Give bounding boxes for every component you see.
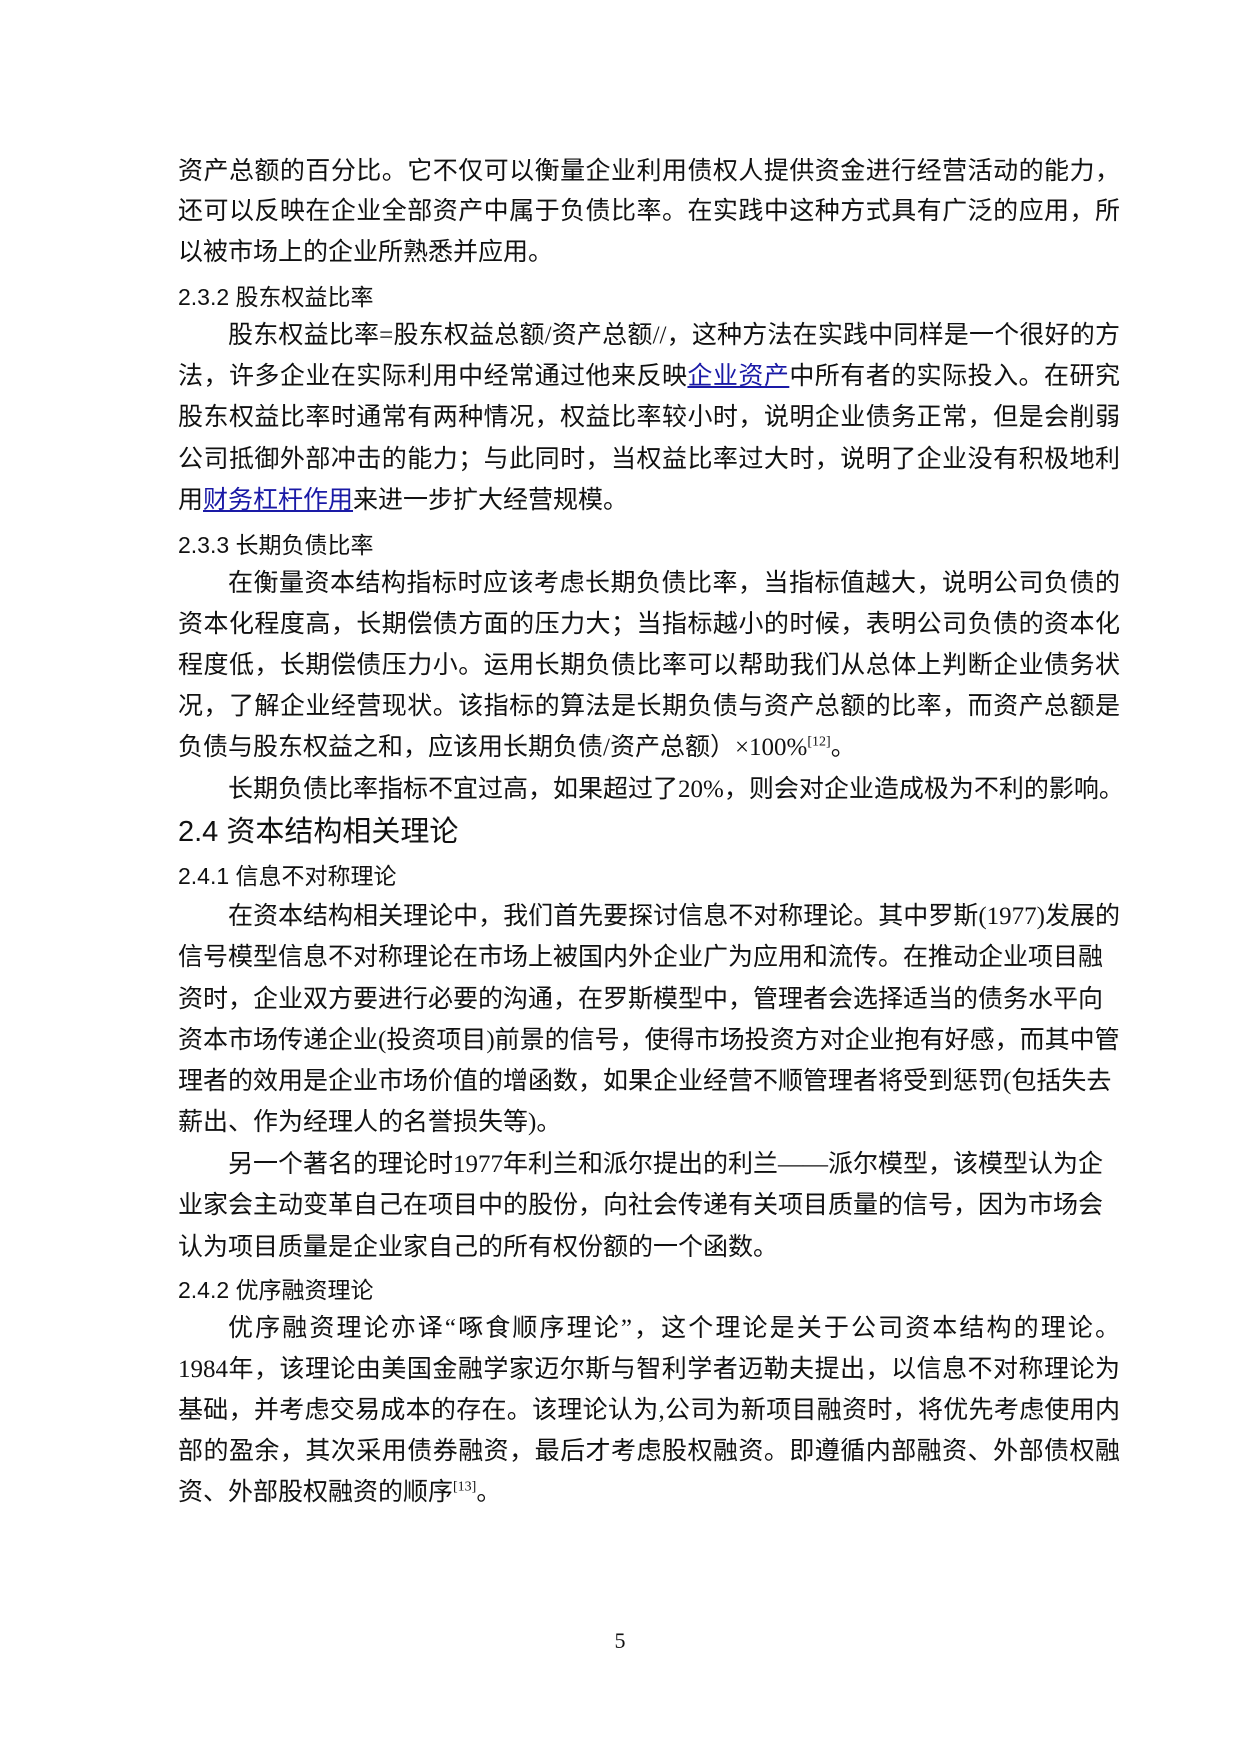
paragraph-line: 薪出、作为经理人的名誉损失等)。 <box>178 1108 1120 1138</box>
paragraph-line: 基础，并考虑交易成本的存在。该理论认为,公司为新项目融资时，将优先考虑使用内 <box>178 1396 1120 1426</box>
text-run: 薪出、作为经理人的名誉损失等)。 <box>178 1109 562 1136</box>
text-run: 部的盈余，其次采用债券融资，最后才考虑股权融资。即遵循内部融资、外部债权融 <box>178 1438 1120 1465</box>
paragraph-line: 资产总额的百分比。它不仅可以衡量企业利用债权人提供资金进行经营活动的能力， <box>178 157 1120 187</box>
text-run: 认为项目质量是企业家自己的所有权份额的一个函数。 <box>178 1234 779 1261</box>
paragraph-line: 程度低，长期偿债压力小。运用长期负债比率可以帮助我们从总体上判断企业债务状 <box>178 651 1120 681</box>
paragraph-line: 资本化程度高，长期偿债方面的压力大；当指标越小的时候，表明公司负债的资本化 <box>178 610 1120 640</box>
text-run: 在资本结构相关理论中，我们首先要探讨信息不对称理论。其中罗斯(1977)发展的 <box>228 903 1120 930</box>
paragraph-line: 优序融资理论亦译“啄食顺序理论”，这个理论是关于公司资本结构的理论。 <box>178 1314 1120 1344</box>
citation-ref: [12] <box>807 734 831 750</box>
text-run: 另一个著名的理论时1977年利兰和派尔提出的利兰——派尔模型，该模型认为企 <box>228 1151 1104 1178</box>
text-run: 股东权益比率时通常有两种情况，权益比率较小时，说明企业债务正常，但是会削弱 <box>178 404 1120 431</box>
text-run: 业家会主动变革自己在项目中的股份，向社会传递有关项目质量的信号，因为市场会 <box>178 1192 1104 1219</box>
paragraph-line: 认为项目质量是企业家自己的所有权份额的一个函数。 <box>178 1233 1120 1263</box>
paragraph-line: 理者的效用是企业市场价值的增函数，如果企业经营不顺管理者将受到惩罚(包括失去 <box>178 1067 1120 1097</box>
text-run: 信号模型信息不对称理论在市场上被国内外企业广为应用和流传。在推动企业项目融 <box>178 944 1104 971</box>
paragraph-line: 以被市场上的企业所熟悉并应用。 <box>178 238 1120 268</box>
text-run: 长期负债比率指标不宜过高，如果超过了20%，则会对企业造成极为不利的影响。 <box>228 776 1124 803</box>
paragraph-line: 用财务杠杆作用来进一步扩大经营规模。 <box>178 486 1120 516</box>
text-run: 以被市场上的企业所熟悉并应用。 <box>178 239 554 266</box>
text-run: 况，了解企业经营现状。该指标的算法是长期负债与资产总额的比率，而资产总额是 <box>178 693 1120 720</box>
text-run: 来进一步扩大经营规模。 <box>353 487 629 514</box>
text-run: 优序融资理论亦译“啄食顺序理论”，这个理论是关于公司资本结构的理论。 <box>228 1315 1120 1342</box>
paragraph-line: 资时，企业双方要进行必要的沟通，在罗斯模型中，管理者会选择适当的债务水平向 <box>178 985 1120 1015</box>
text-run: 法，许多企业在实际利用中经常通过他来反映 <box>178 363 688 390</box>
subsection-heading: 2.3.2 股东权益比率 <box>178 282 1120 312</box>
citation-ref: [13] <box>453 1479 477 1495</box>
text-run: 2.4 资本结构相关理论 <box>178 816 459 848</box>
text-run: 资本化程度高，长期偿债方面的压力大；当指标越小的时候，表明公司负债的资本化 <box>178 611 1120 638</box>
paragraph-line: 资本市场传递企业(投资项目)前景的信号，使得市场投资方对企业抱有好感，而其中管 <box>178 1026 1120 1056</box>
subsection-heading: 2.4.2 优序融资理论 <box>178 1275 1120 1305</box>
text-run: 用 <box>178 487 204 514</box>
text-run: 2.4.2 优序融资理论 <box>178 1277 374 1303</box>
text-run: 资产总额的百分比。它不仅可以衡量企业利用债权人提供资金进行经营活动的能力， <box>178 158 1120 185</box>
text-run: 2.3.3 长期负债比率 <box>178 532 374 558</box>
paragraph-line: 公司抵御外部冲击的能力；与此同时，当权益比率过大时，说明了企业没有积极地利 <box>178 445 1120 475</box>
paragraph-line: 在资本结构相关理论中，我们首先要探讨信息不对称理论。其中罗斯(1977)发展的 <box>178 902 1120 932</box>
text-run: 资、外部股权融资的顺序 <box>178 1479 454 1506</box>
paragraph-line: 长期负债比率指标不宜过高，如果超过了20%，则会对企业造成极为不利的影响。 <box>178 775 1124 805</box>
paragraph-line: 部的盈余，其次采用债券融资，最后才考虑股权融资。即遵循内部融资、外部债权融 <box>178 1437 1120 1467</box>
text-run: 在衡量资本结构指标时应该考虑长期负债比率，当指标值越大，说明公司负债的 <box>228 570 1120 597</box>
paragraph-line: 信号模型信息不对称理论在市场上被国内外企业广为应用和流传。在推动企业项目融 <box>178 943 1120 973</box>
subsection-heading: 2.3.3 长期负债比率 <box>178 530 1120 560</box>
paragraph-line: 股东权益比率=股东权益总额/资产总额//，这种方法在实践中同样是一个很好的方 <box>178 321 1120 351</box>
text-run: 理者的效用是企业市场价值的增函数，如果企业经营不顺管理者将受到惩罚(包括失去 <box>178 1068 1112 1095</box>
section-heading: 2.4 资本结构相关理论 <box>178 817 1120 847</box>
paragraph-line: 在衡量资本结构指标时应该考虑长期负债比率，当指标值越大，说明公司负债的 <box>178 569 1120 599</box>
text-run: 。 <box>830 734 856 761</box>
subsection-heading: 2.4.1 信息不对称理论 <box>178 861 1120 891</box>
paragraph-line: 股东权益比率时通常有两种情况，权益比率较小时，说明企业债务正常，但是会削弱 <box>178 403 1120 433</box>
paragraph-line: 况，了解企业经营现状。该指标的算法是长期负债与资产总额的比率，而资产总额是 <box>178 692 1120 722</box>
paragraph-line: 资、外部股权融资的顺序[13]。 <box>178 1478 1120 1508</box>
text-run: 。 <box>476 1479 502 1506</box>
paragraph-line: 业家会主动变革自己在项目中的股份，向社会传递有关项目质量的信号，因为市场会 <box>178 1191 1120 1221</box>
hyperlink[interactable]: 企业资产 <box>687 363 790 390</box>
text-run: 公司抵御外部冲击的能力；与此同时，当权益比率过大时，说明了企业没有积极地利 <box>178 446 1120 473</box>
paragraph-line: 还可以反映在企业全部资产中属于负债比率。在实践中这种方式具有广泛的应用，所 <box>178 197 1120 227</box>
hyperlink[interactable]: 财务杠杆作用 <box>203 487 354 514</box>
text-run: 负债与股东权益之和，应该用长期负债/资产总额）×100% <box>178 734 808 761</box>
text-run: 资时，企业双方要进行必要的沟通，在罗斯模型中，管理者会选择适当的债务水平向 <box>178 986 1104 1013</box>
text-run: 中所有者的实际投入。在研究 <box>789 363 1120 390</box>
paragraph-line: 负债与股东权益之和，应该用长期负债/资产总额）×100%[12]。 <box>178 733 1120 763</box>
paragraph-line: 法，许多企业在实际利用中经常通过他来反映企业资产中所有者的实际投入。在研究 <box>178 362 1120 392</box>
text-run: 程度低，长期偿债压力小。运用长期负债比率可以帮助我们从总体上判断企业债务状 <box>178 652 1120 679</box>
text-run: 基础，并考虑交易成本的存在。该理论认为,公司为新项目融资时，将优先考虑使用内 <box>178 1397 1120 1424</box>
text-run: 股东权益比率=股东权益总额/资产总额//，这种方法在实践中同样是一个很好的方 <box>228 322 1120 349</box>
paragraph-line: 1984年，该理论由美国金融学家迈尔斯与智利学者迈勒夫提出，以信息不对称理论为 <box>178 1355 1120 1385</box>
paragraph-line: 另一个著名的理论时1977年利兰和派尔提出的利兰——派尔模型，该模型认为企 <box>178 1150 1120 1180</box>
text-run: 1984年，该理论由美国金融学家迈尔斯与智利学者迈勒夫提出，以信息不对称理论为 <box>178 1356 1120 1383</box>
page-number: 5 <box>614 1628 626 1653</box>
text-run: 还可以反映在企业全部资产中属于负债比率。在实践中这种方式具有广泛的应用，所 <box>178 198 1120 225</box>
text-run: 资本市场传递企业(投资项目)前景的信号，使得市场投资方对企业抱有好感，而其中管 <box>178 1027 1120 1054</box>
text-run: 2.3.2 股东权益比率 <box>178 284 374 310</box>
text-run: 2.4.1 信息不对称理论 <box>178 863 397 889</box>
